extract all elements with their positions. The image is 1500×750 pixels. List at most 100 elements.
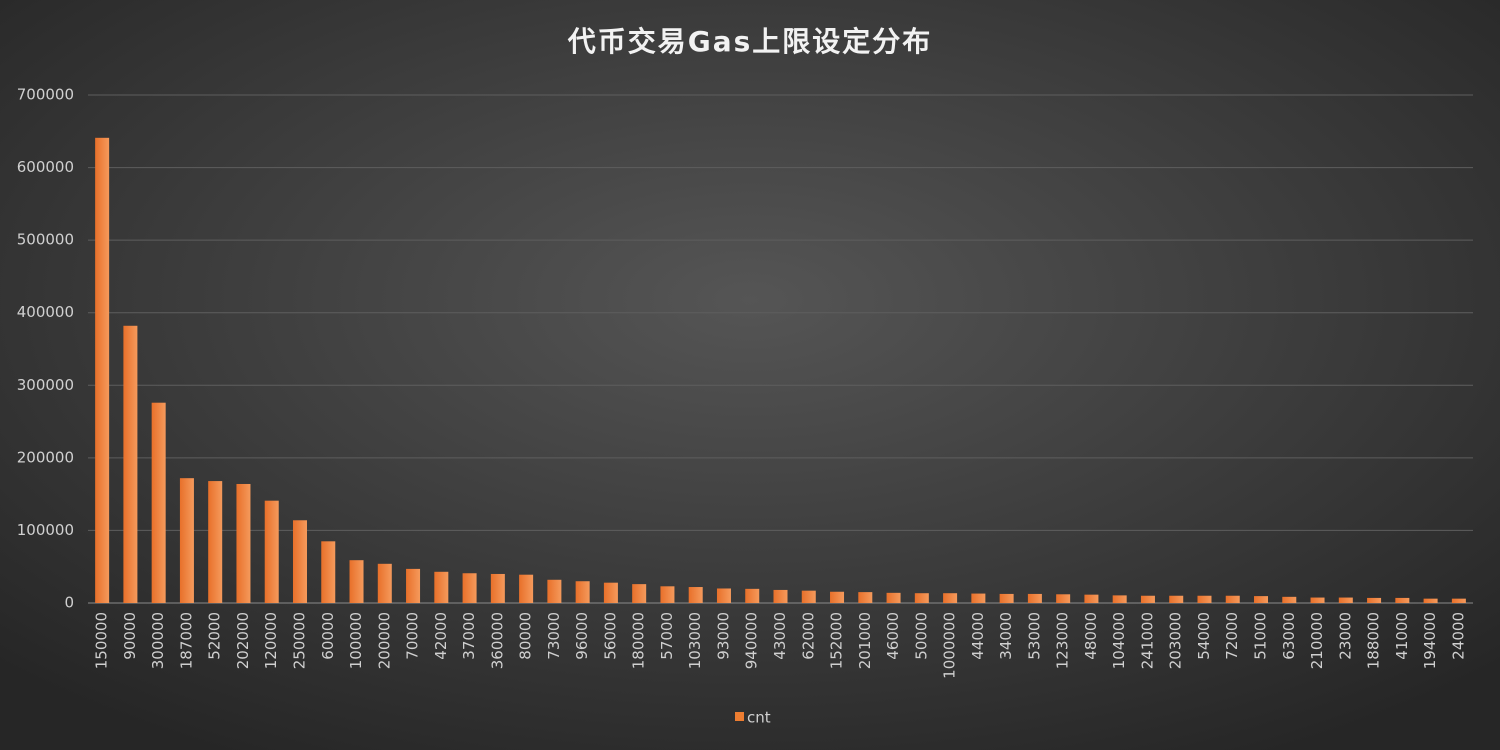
bar xyxy=(1027,593,1042,603)
x-tick-label: 188000 xyxy=(1365,612,1383,669)
bar xyxy=(292,520,307,603)
bar xyxy=(490,573,505,603)
bar xyxy=(716,588,731,603)
bar xyxy=(1395,597,1410,603)
bar xyxy=(1112,595,1127,603)
x-tick-label: 940000 xyxy=(743,612,761,669)
x-tick-label: 50000 xyxy=(912,612,930,660)
bar xyxy=(264,500,279,603)
bar xyxy=(943,593,958,603)
bar xyxy=(208,481,223,603)
bar xyxy=(406,568,421,603)
bar xyxy=(95,137,110,603)
bar xyxy=(123,325,138,603)
x-tick-label: 150000 xyxy=(93,612,111,669)
bar xyxy=(1225,595,1240,603)
bar xyxy=(434,571,449,603)
x-tick-label: 194000 xyxy=(1421,612,1439,669)
bar xyxy=(999,593,1014,603)
x-tick-label: 46000 xyxy=(884,612,902,660)
x-tick-label: 120000 xyxy=(262,612,280,669)
x-tick-label: 41000 xyxy=(1393,612,1411,660)
bar xyxy=(1338,597,1353,603)
x-tick-label: 152000 xyxy=(828,612,846,669)
x-tick-label: 70000 xyxy=(404,612,422,660)
x-tick-label: 56000 xyxy=(601,612,619,660)
bar xyxy=(773,589,788,603)
bar xyxy=(971,593,986,603)
x-tick-label: 80000 xyxy=(517,612,535,660)
x-tick-label: 210000 xyxy=(1308,612,1326,669)
x-tick-label: 93000 xyxy=(714,612,732,660)
bar xyxy=(179,478,194,603)
bar xyxy=(462,573,477,603)
legend-swatch xyxy=(735,712,744,721)
x-tick-label: 360000 xyxy=(488,612,506,669)
x-tick-label: 52000 xyxy=(206,612,224,660)
x-tick-label: 48000 xyxy=(1082,612,1100,660)
bar xyxy=(688,587,703,603)
legend-label: cnt xyxy=(747,709,771,727)
x-tick-label: 51000 xyxy=(1252,612,1270,660)
bar xyxy=(1140,595,1155,603)
x-tick-label: 201000 xyxy=(856,612,874,669)
x-tick-label: 250000 xyxy=(290,612,308,669)
bar xyxy=(858,592,873,603)
y-tick-label: 400000 xyxy=(17,303,74,321)
bar xyxy=(349,560,364,603)
y-tick-label: 700000 xyxy=(17,86,74,104)
bar xyxy=(1423,598,1438,603)
bar xyxy=(1310,597,1325,603)
bar xyxy=(1254,596,1269,603)
y-tick-label: 0 xyxy=(64,594,74,612)
x-tick-label: 53000 xyxy=(1025,612,1043,660)
bar xyxy=(914,593,929,603)
bar xyxy=(1084,594,1099,603)
bar xyxy=(236,483,251,603)
bar xyxy=(1451,598,1466,603)
x-tick-label: 202000 xyxy=(234,612,252,669)
x-tick-label: 37000 xyxy=(460,612,478,660)
x-tick-label: 34000 xyxy=(997,612,1015,660)
x-tick-label: 63000 xyxy=(1280,612,1298,660)
x-tick-label: 104000 xyxy=(1110,612,1128,669)
x-tick-label: 73000 xyxy=(545,612,563,660)
x-tick-label: 300000 xyxy=(149,612,167,669)
y-tick-label: 300000 xyxy=(17,376,74,394)
y-tick-label: 100000 xyxy=(17,521,74,539)
bar xyxy=(321,541,336,603)
bar xyxy=(377,563,392,603)
y-tick-label: 600000 xyxy=(17,158,74,176)
x-tick-label: 60000 xyxy=(319,612,337,660)
x-tick-label: 200000 xyxy=(375,612,393,669)
y-tick-label: 200000 xyxy=(17,448,74,466)
x-tick-label: 123000 xyxy=(1054,612,1072,669)
bar xyxy=(830,591,845,603)
bar xyxy=(1367,597,1382,603)
x-tick-label: 241000 xyxy=(1138,612,1156,669)
bar xyxy=(632,584,647,603)
bar xyxy=(660,586,675,603)
x-tick-label: 44000 xyxy=(969,612,987,660)
bar xyxy=(603,582,618,603)
x-tick-label: 90000 xyxy=(121,612,139,660)
x-tick-label: 72000 xyxy=(1223,612,1241,660)
bar xyxy=(519,574,534,603)
bar xyxy=(1282,596,1297,603)
bar xyxy=(801,590,816,603)
bar xyxy=(1169,595,1184,603)
x-tick-label: 103000 xyxy=(686,612,704,669)
x-tick-label: 187000 xyxy=(177,612,195,669)
bar xyxy=(547,579,562,603)
x-tick-label: 100000 xyxy=(347,612,365,669)
chart-title: 代币交易Gas上限设定分布 xyxy=(567,25,933,58)
x-tick-label: 54000 xyxy=(1195,612,1213,660)
x-tick-label: 96000 xyxy=(573,612,591,660)
bar xyxy=(1197,595,1212,603)
bar xyxy=(151,402,166,603)
x-tick-label: 180000 xyxy=(630,612,648,669)
bar xyxy=(575,581,590,603)
bar xyxy=(1056,594,1071,603)
